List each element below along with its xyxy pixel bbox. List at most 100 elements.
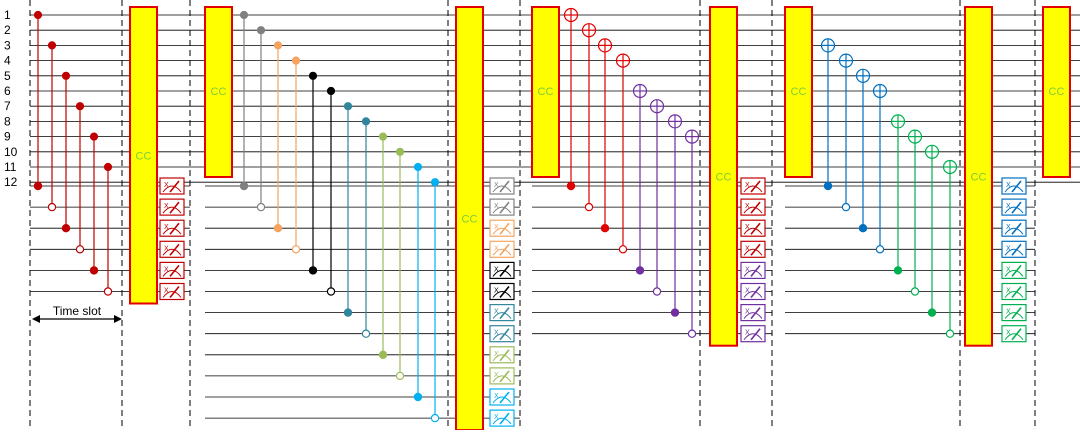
meter-arc [492,333,512,341]
meter-x-label: X [494,393,499,400]
meter-needle [499,307,510,320]
meter-x-label: X [494,203,499,210]
meter-arc [1004,206,1024,214]
meter-arc [492,417,512,425]
meter-x-label: X [494,224,499,231]
open-control-dot [75,245,85,254]
control-dot [823,181,833,191]
control-dot [61,71,71,80]
meter-needle [169,264,180,277]
control-dot [256,26,266,35]
meter-x-label: X [745,266,750,273]
cc-block [455,6,484,430]
meter-needle [499,180,510,193]
control-dot [273,41,283,50]
meter-x-label: X [1006,203,1011,210]
meter-arc [492,354,512,362]
meter-needle [169,201,180,214]
open-control-dot [361,329,371,338]
meter-x-label: X [1006,330,1011,337]
qubit-label: 1 [4,8,11,22]
control-dot [75,102,85,111]
meter-x-label: X [494,245,499,252]
open-control-dot [687,329,697,338]
meter-needle [750,222,761,235]
meter-arc [492,206,512,214]
meter-arc [492,248,512,256]
open-control-dot [291,245,301,254]
meter-x-label: X [745,203,750,210]
meter-needle [750,285,761,299]
meter-x-label: X [745,224,750,231]
meter-x-label: X [745,245,750,252]
meter-arc [492,291,512,298]
control-dot [308,71,318,80]
gates-layer [33,7,958,423]
cc-label: CC [462,214,478,226]
meter-arc [1004,269,1024,277]
cc-block [129,6,158,305]
meter-x-label: X [494,351,499,358]
meter-x-label: X [494,309,499,316]
meter-arc [162,185,182,193]
time-slot-arrowhead-left [32,315,40,323]
meter-needle [1011,264,1022,277]
cc-label: CC [538,86,554,98]
cc-block [709,6,738,347]
control-dot [566,181,576,191]
meter-x-label: X [494,288,499,295]
meter-needle [750,328,761,341]
open-control-dot [103,287,113,296]
control-dot [239,10,249,20]
meter-x-label: X [494,372,499,379]
meter-arc [162,269,182,277]
meter-needle [1011,243,1022,256]
meter-arc [743,185,763,193]
qubit-label: 2 [4,23,11,37]
meter-x-label: X [494,330,499,337]
meter-needle [499,349,510,362]
meter-needle [169,222,180,235]
meter-arc [743,248,763,256]
meter-arc [492,396,512,404]
time-slot-label: Time slot [53,304,102,318]
control-dot [361,117,371,126]
meter-arc [1004,312,1024,319]
control-dot [326,86,336,96]
meter-x-label: X [494,414,499,421]
meter-x-label: X [164,203,169,210]
time-slot-annotation: Time slot [32,304,122,323]
control-dot [395,147,405,156]
control-dot [33,10,43,20]
meter-x-label: X [1006,266,1011,273]
control-dot [378,132,388,141]
control-dot [33,181,43,191]
cc-block [1042,6,1071,178]
meter-x-label: X [1006,245,1011,252]
meter-arc [1004,248,1024,256]
meter-x-label: X [164,266,169,273]
meter-arc [492,185,512,193]
qubit-label: 3 [4,38,11,52]
control-dot [893,266,903,275]
meter-arc [743,312,763,319]
cc-block [204,6,233,178]
meter-x-label: X [745,330,750,337]
meter-arc [492,227,512,235]
meter-arc [743,206,763,214]
control-dot [635,266,645,275]
meter-needle [499,328,510,341]
control-dot [291,56,301,65]
control-dot [61,223,71,233]
meter-needle [750,307,761,320]
meter-x-label: X [745,288,750,295]
control-dot [858,223,868,233]
meter-x-label: X [745,182,750,189]
meter-needle [750,264,761,277]
meter-x-label: X [494,266,499,273]
qubit-label: 7 [4,99,11,113]
control-dot [413,392,423,402]
meter-x-label: X [164,182,169,189]
open-control-dot [430,413,440,423]
